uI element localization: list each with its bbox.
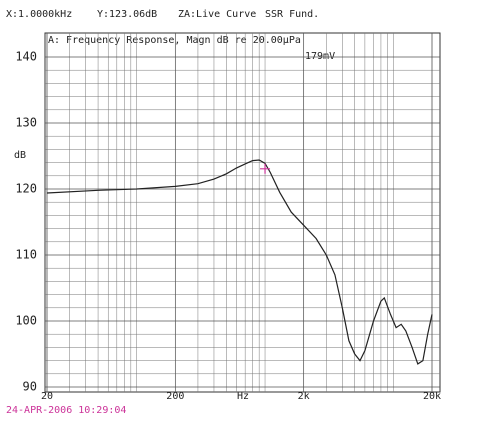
- header-x: X:1.0000kHz: [6, 9, 72, 20]
- x-tick-label: 20: [41, 391, 53, 402]
- y-tick-label: 100: [15, 314, 37, 328]
- header-mode: SSR Fund.: [265, 9, 319, 20]
- cursor-marker: [260, 163, 271, 174]
- chart-title: A: Frequency Response, Magn dB re 20.00μ…: [48, 35, 301, 46]
- y-tick-label: 90: [23, 380, 37, 394]
- header-y: Y:123.06dB: [97, 9, 157, 20]
- y-tick-label: 140: [15, 50, 37, 64]
- plot-frame: [44, 32, 441, 393]
- y-tick-label: 130: [15, 116, 37, 130]
- timestamp: 24-APR-2006 10:29:04: [6, 405, 126, 416]
- x-axis-label: Hz: [237, 391, 249, 402]
- y-tick-label: 110: [15, 248, 37, 262]
- annotation: 179mV: [305, 51, 335, 62]
- x-tick-label: 20k: [423, 391, 441, 402]
- x-tick-label: 200: [166, 391, 184, 402]
- response-curve: [46, 159, 433, 365]
- x-tick-label: 2k: [298, 391, 310, 402]
- y-tick-label: 120: [15, 182, 37, 196]
- y-axis-label: dB: [14, 150, 26, 161]
- header-curve: ZA:Live Curve: [178, 9, 256, 20]
